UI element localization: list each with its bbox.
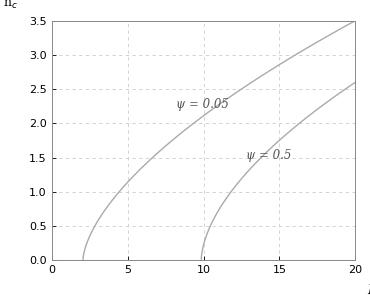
- Text: h$_c$: h$_c$: [3, 0, 18, 11]
- Text: ψ = 0.5: ψ = 0.5: [246, 149, 291, 162]
- Text: ψ = 0.05: ψ = 0.05: [176, 98, 229, 111]
- Text: Ha: Ha: [367, 284, 370, 296]
